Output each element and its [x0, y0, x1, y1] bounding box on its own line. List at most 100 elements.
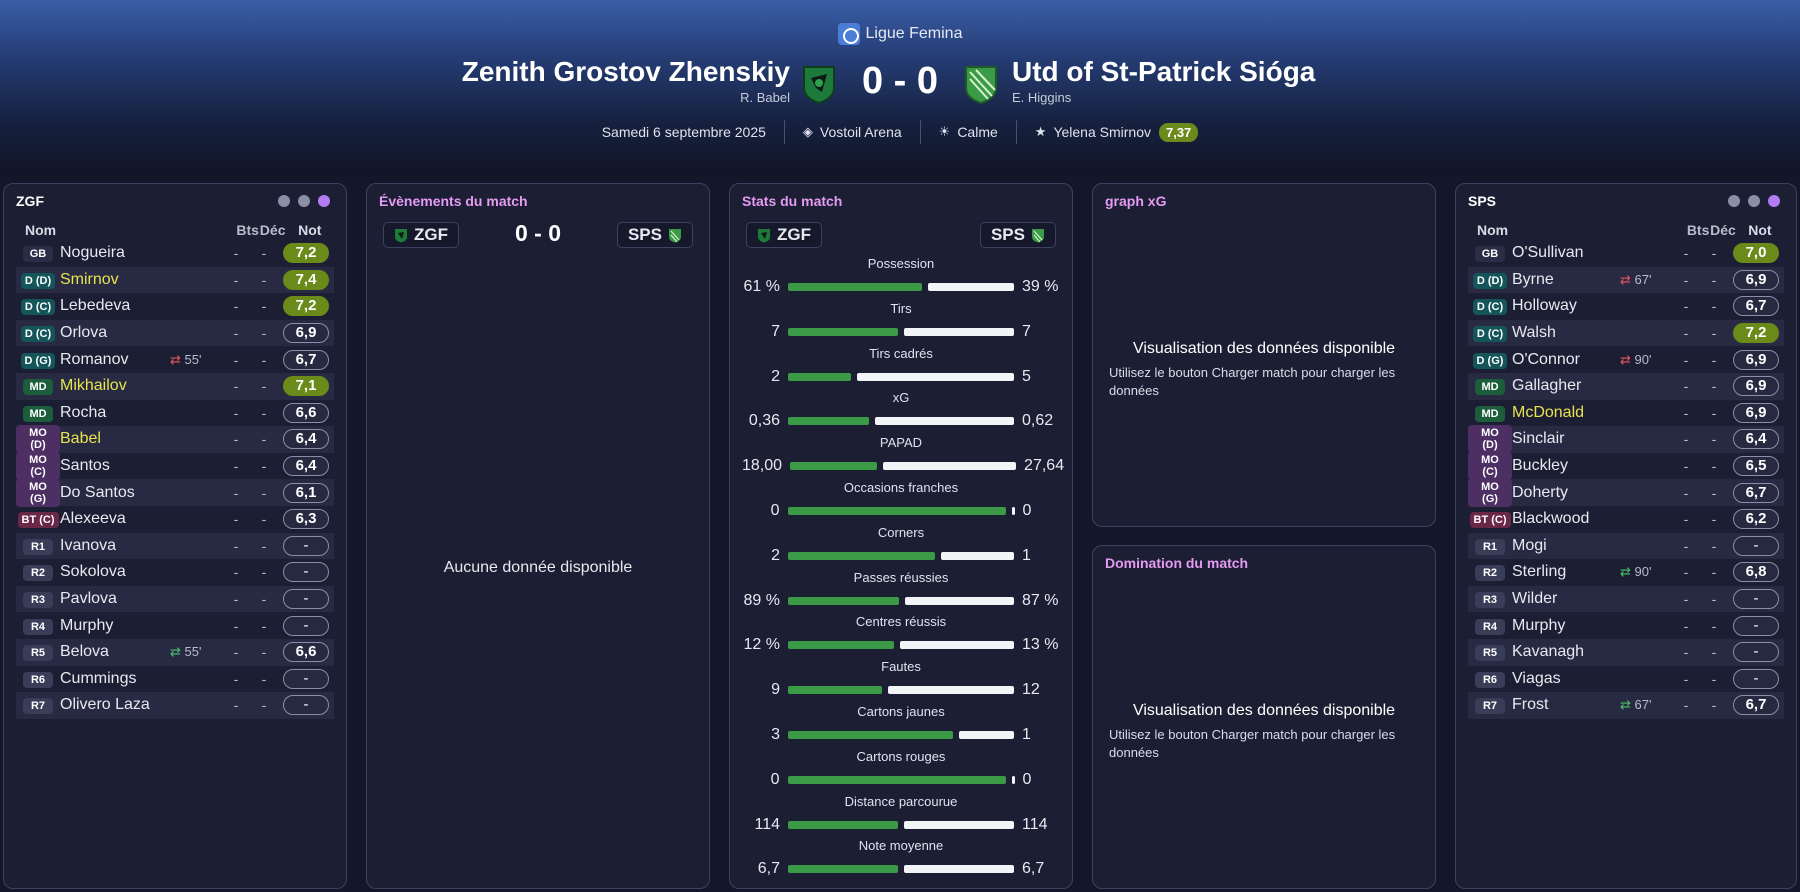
player-name[interactable]: Frost [1512, 696, 1549, 714]
player-row[interactable]: R7 Frost ⇄ 67' - -6,7 [1468, 692, 1784, 719]
player-name[interactable]: O'Connor [1512, 350, 1580, 368]
col-bts[interactable]: Bts [236, 222, 259, 238]
player-name[interactable]: Walsh [1512, 324, 1556, 342]
player-name[interactable]: Mogi [1512, 536, 1547, 554]
player-row[interactable]: R5 Kavanagh - - - [1468, 638, 1784, 666]
player-name[interactable]: Orlova [60, 324, 108, 342]
player-name[interactable]: Blackwood [1512, 510, 1590, 528]
player-name[interactable]: Ivanova [60, 536, 117, 554]
page-dot[interactable] [298, 195, 310, 207]
page-dot[interactable] [1728, 195, 1740, 207]
player-name[interactable]: Nogueira [60, 244, 125, 262]
player-row[interactable]: R5 Belova ⇄ 55' - -6,6 [16, 638, 334, 666]
player-row[interactable]: BT (C) Blackwood - -6,2 [1468, 506, 1784, 533]
player-name[interactable]: Buckley [1512, 457, 1569, 475]
player-row[interactable]: D (D) Byrne ⇄ 67' - -6,9 [1468, 266, 1784, 294]
player-row[interactable]: MD Rocha - -6,6 [16, 400, 334, 427]
player-name[interactable]: Belova [60, 643, 109, 661]
player-name[interactable]: O'Sullivan [1512, 244, 1584, 262]
player-name[interactable]: Pavlova [60, 590, 117, 608]
col-dec[interactable]: Déc [259, 222, 286, 238]
player-row[interactable]: D (C) Lebedeva - -7,2 [16, 293, 334, 320]
player-row[interactable]: D (D) Smirnov - -7,4 [16, 266, 334, 294]
col-not[interactable]: Not [1748, 222, 1772, 238]
player-row[interactable]: D (G) O'Connor ⇄ 90' - -6,9 [1468, 346, 1784, 373]
player-row[interactable]: D (G) Romanov ⇄ 55' - -6,7 [16, 346, 334, 373]
assists-cell: - [261, 591, 267, 608]
player-row[interactable]: R2 Sokolova - - - [16, 559, 334, 586]
stat-bars [788, 820, 1014, 829]
position-cell: MD [16, 404, 60, 422]
player-name[interactable]: Holloway [1512, 297, 1577, 315]
position-badge: R4 [1475, 618, 1505, 635]
player-name[interactable]: Alexeeva [60, 510, 126, 528]
player-row[interactable]: GB O'Sullivan - -7,0 [1468, 240, 1784, 267]
player-row[interactable]: GB Nogueira - -7,2 [16, 240, 334, 267]
page-dot[interactable] [1748, 195, 1760, 207]
player-row[interactable]: R3 Wilder - - - [1468, 585, 1784, 613]
player-name[interactable]: Murphy [1512, 616, 1566, 634]
player-name[interactable]: Gallagher [1512, 377, 1582, 395]
player-row[interactable]: R4 Murphy - - - [1468, 612, 1784, 639]
page-dot[interactable] [278, 195, 290, 207]
goals-cell: - [1683, 670, 1689, 687]
page-dot-active[interactable] [1768, 195, 1780, 207]
substitution-cell: ⇄ 67' [1620, 272, 1672, 288]
player-name[interactable]: Santos [60, 457, 110, 475]
player-name[interactable]: Wilder [1512, 590, 1558, 608]
player-name[interactable]: Kavanagh [1512, 643, 1585, 661]
player-row[interactable]: R3 Pavlova - - - [16, 585, 334, 613]
player-name[interactable]: Do Santos [60, 483, 135, 501]
player-row[interactable]: D (C) Orlova - -6,9 [16, 319, 334, 347]
player-name[interactable]: Lebedeva [60, 297, 131, 315]
rating-badge: 6,9 [1733, 402, 1779, 423]
player-name[interactable]: Byrne [1512, 270, 1554, 288]
player-row[interactable]: R6 Cummings - - - [16, 666, 334, 693]
player-name[interactable]: Romanov [60, 350, 129, 368]
player-row[interactable]: R6 Viagas - - - [1468, 666, 1784, 693]
stat-away-bar [900, 641, 1014, 650]
player-row[interactable]: MO (G) Doherty - -6,7 [1468, 478, 1784, 507]
player-row[interactable]: MO (D) Sinclair - -6,4 [1468, 425, 1784, 454]
player-name[interactable]: Viagas [1512, 669, 1561, 687]
player-name[interactable]: Babel [60, 430, 101, 448]
player-name[interactable]: Olivero Laza [60, 696, 150, 714]
player-name[interactable]: Sterling [1512, 563, 1567, 581]
player-name[interactable]: Sinclair [1512, 430, 1565, 448]
player-row[interactable]: MO (C) Santos - -6,4 [16, 452, 334, 481]
player-name[interactable]: Smirnov [60, 270, 119, 288]
player-name[interactable]: Doherty [1512, 483, 1569, 501]
player-row[interactable]: BT (C) Alexeeva - -6,3 [16, 506, 334, 533]
player-row[interactable]: MO (G) Do Santos - -6,1 [16, 478, 334, 507]
player-row[interactable]: MD McDonald - -6,9 [1468, 400, 1784, 427]
player-row[interactable]: R4 Murphy - - - [16, 612, 334, 639]
player-row[interactable]: D (C) Holloway - -6,7 [1468, 293, 1784, 320]
rating-badge: 6,4 [283, 456, 329, 477]
col-not[interactable]: Not [298, 222, 322, 238]
player-name[interactable]: Mikhailov [60, 377, 127, 395]
player-row[interactable]: R7 Olivero Laza - - - [16, 692, 334, 719]
position-badge: D (G) [20, 352, 56, 369]
rating-badge: 7,4 [283, 269, 329, 290]
player-row[interactable]: R1 Mogi - - - [1468, 532, 1784, 560]
player-name[interactable]: Sokolova [60, 563, 126, 581]
col-dec[interactable]: Déc [1710, 222, 1736, 238]
player-row[interactable]: MD Mikhailov - -7,1 [16, 372, 334, 400]
player-row[interactable]: R1 Ivanova - - - [16, 532, 334, 560]
stat-home-bar [788, 820, 898, 829]
player-row[interactable]: MD Gallagher - -6,9 [1468, 372, 1784, 400]
col-nom[interactable]: Nom [25, 222, 57, 238]
col-nom[interactable]: Nom [1477, 222, 1509, 238]
col-bts[interactable]: Bts [1686, 222, 1710, 238]
player-name[interactable]: Rocha [60, 403, 107, 421]
player-row[interactable]: R2 Sterling ⇄ 90' - -6,8 [1468, 559, 1784, 586]
player-row[interactable]: MO (C) Buckley - -6,5 [1468, 452, 1784, 481]
page-dot-active[interactable] [318, 195, 330, 207]
assists-cell: - [261, 325, 267, 342]
player-name[interactable]: McDonald [1512, 403, 1585, 421]
player-row[interactable]: D (C) Walsh - -7,2 [1468, 319, 1784, 347]
player-name[interactable]: Cummings [60, 669, 137, 687]
player-name[interactable]: Murphy [60, 616, 114, 634]
player-row[interactable]: MO (D) Babel - -6,4 [16, 425, 334, 454]
